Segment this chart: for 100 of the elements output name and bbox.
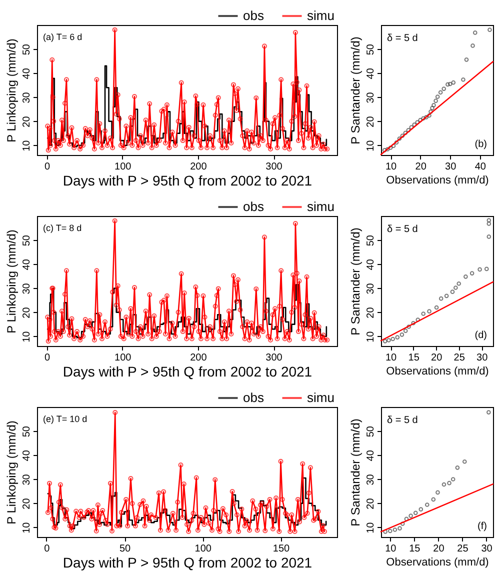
y-tick-label: 50 [22, 426, 32, 438]
x-tick-label: 30 [445, 162, 457, 172]
legend-label: obs [243, 390, 264, 405]
x-tick-label: 100 [114, 162, 132, 172]
point [470, 271, 474, 276]
annotation: (b) [474, 139, 487, 150]
point [444, 294, 449, 298]
y-tick-label: 30 [366, 474, 376, 486]
point [442, 482, 446, 487]
point [438, 90, 443, 95]
point [424, 115, 428, 120]
point [418, 507, 424, 512]
y-tick-label: 50 [366, 426, 376, 438]
x-tick-label: 10 [385, 162, 398, 172]
point [398, 526, 402, 530]
point [446, 82, 450, 87]
point [386, 338, 391, 342]
legend-label: simu [307, 199, 334, 214]
annotation: δ = 5 d [387, 224, 418, 235]
x-tick-label: 15 [409, 544, 421, 554]
point [435, 94, 440, 99]
y-tick-label: 50 [22, 44, 32, 56]
legend-label: simu [307, 390, 334, 405]
point [456, 281, 462, 286]
point [478, 267, 482, 272]
x-axis-title: Days with P > 95th Q from 2002 to 2021 [62, 364, 312, 380]
y-axis-title: P Linkoping (mm/d) [4, 38, 18, 142]
point [431, 497, 436, 502]
annotation: δ = 5 d [387, 415, 418, 426]
point [461, 77, 466, 82]
x-tick-label: 100 [194, 544, 212, 554]
point [390, 336, 395, 342]
y-tick-label: 10 [22, 140, 32, 152]
y-tick-label: 20 [22, 498, 32, 510]
annotation: δ = 5 d [387, 33, 418, 44]
y-tick-label: 10 [22, 330, 32, 342]
x-tick-label: 20 [433, 544, 445, 554]
x-tick-label: 20 [415, 162, 427, 172]
point [427, 309, 432, 314]
y-tick-label: 20 [22, 116, 32, 128]
point [403, 328, 408, 333]
x-tick-label: 0 [44, 352, 51, 364]
y-tick-label: 30 [366, 92, 376, 104]
legend-label: simu [307, 8, 334, 23]
y-tick-label: 30 [366, 282, 376, 294]
point [436, 490, 440, 495]
point [406, 128, 411, 132]
annotation: (f) [478, 521, 487, 532]
point [409, 125, 414, 130]
x-tick-label: 30 [481, 544, 493, 554]
point [394, 140, 399, 145]
point [391, 144, 396, 148]
y-tick-label: 20 [366, 116, 376, 128]
point [418, 118, 422, 122]
x-tick-label: 150 [272, 544, 290, 554]
point [462, 459, 467, 464]
point [400, 522, 405, 526]
x-tick-label: 10 [386, 352, 398, 364]
point [434, 98, 438, 103]
point [434, 305, 439, 310]
point [455, 466, 460, 470]
x-tick-label: 25 [457, 544, 469, 554]
x-tick-label: 200 [190, 162, 208, 172]
y-tick-label: 10 [366, 522, 376, 534]
annotation: (a) T= 6 d [43, 32, 82, 42]
x-tick-label: 0 [44, 162, 51, 172]
point [470, 44, 475, 48]
y-tick-label: 50 [366, 44, 376, 56]
point [408, 514, 413, 518]
point [385, 147, 390, 152]
point [383, 530, 388, 534]
y-tick-label: 40 [22, 450, 32, 462]
point [472, 30, 478, 35]
point [388, 146, 393, 150]
y-tick-label: 50 [366, 234, 376, 246]
y-tick-label: 10 [366, 330, 376, 342]
x-tick-label: 20 [431, 352, 443, 364]
point [451, 80, 456, 85]
y-tick-label: 40 [366, 258, 376, 270]
point [486, 410, 491, 414]
x-tick-label: 0 [44, 544, 50, 554]
point [392, 528, 398, 532]
y-tick-label: 30 [22, 92, 32, 104]
point [412, 122, 417, 127]
point [424, 502, 430, 507]
point [486, 234, 492, 239]
y-axis-title: P Santander (mm/d) [348, 228, 362, 336]
annotation: (d) [474, 330, 487, 341]
x-axis-title: Days with P > 95th Q from 2002 to 2021 [62, 172, 312, 188]
y-tick-label: 30 [22, 282, 32, 294]
point [382, 339, 388, 344]
x-tick-label: 300 [266, 352, 283, 364]
y-tick-label: 40 [22, 68, 32, 80]
point [464, 274, 468, 279]
y-tick-label: 40 [22, 258, 32, 270]
x-axis-title: Observations (mm/d) [386, 556, 489, 568]
point [447, 480, 452, 486]
point [400, 134, 405, 138]
point [486, 218, 492, 222]
y-tick-label: 20 [366, 306, 376, 318]
